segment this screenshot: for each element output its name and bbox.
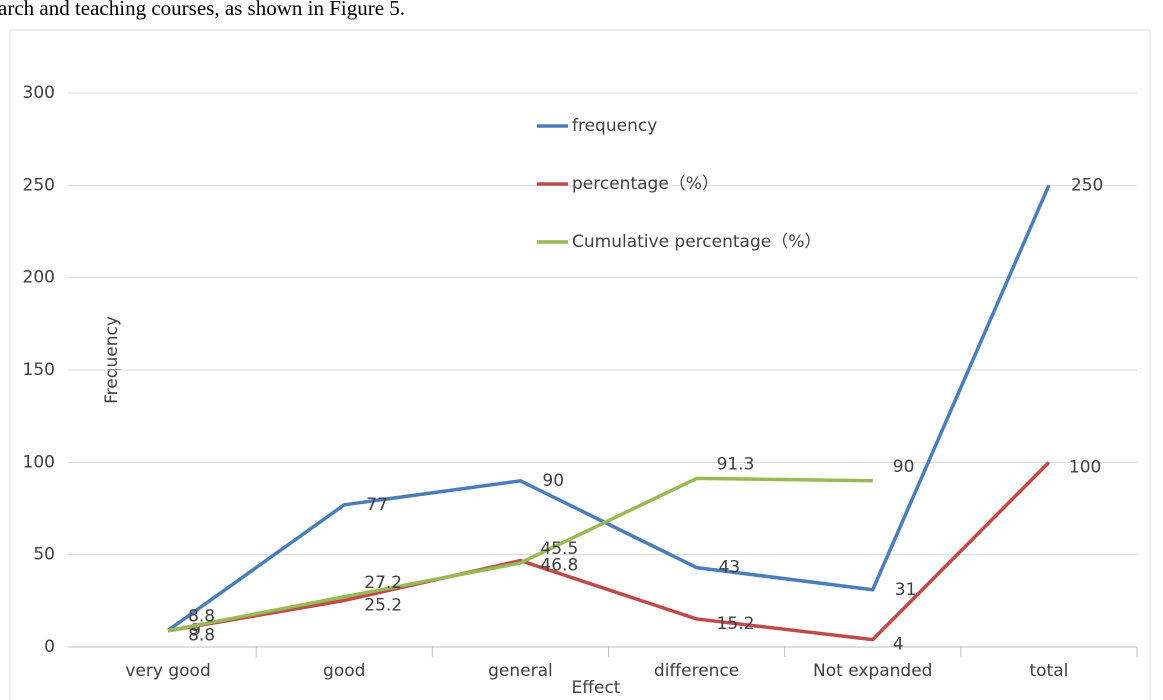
data-label: 8.8: [188, 626, 215, 646]
x-tick-label: Not expanded: [813, 661, 932, 681]
data-label: 27.2: [364, 573, 402, 593]
y-tick-label: 100: [23, 452, 55, 472]
y-axis-label: Frequency: [102, 316, 122, 404]
x-tick-label: good: [323, 661, 365, 681]
data-label: 46.8: [540, 556, 578, 576]
data-label: 45.5: [540, 539, 578, 559]
x-tick-label: very good: [125, 661, 210, 681]
data-label: 15.2: [717, 614, 755, 634]
legend-label: frequency: [572, 116, 657, 136]
series-line: [167, 184, 1051, 632]
data-label: 90: [542, 471, 564, 491]
x-tick-label: general: [488, 661, 553, 681]
x-tick-label: total: [1029, 661, 1068, 681]
context-text: arch and teaching courses, as shown in F…: [0, 0, 405, 20]
x-axis-label: Effect: [572, 678, 621, 698]
y-tick-label: 300: [23, 83, 55, 103]
data-label: 25.2: [364, 595, 402, 615]
data-label: 8.8: [188, 607, 215, 627]
data-label: 100: [1069, 457, 1101, 477]
y-tick-label: 250: [23, 175, 55, 195]
data-label: 90: [893, 457, 915, 477]
legend-label: Cumulative percentage（%）: [572, 232, 821, 252]
data-label: 4: [893, 635, 904, 655]
legend-label: percentage（%）: [572, 174, 719, 194]
series-line: [167, 461, 1051, 642]
y-tick-label: 0: [44, 637, 55, 657]
data-label: 91.3: [717, 454, 755, 474]
chart-border: [9, 29, 1151, 700]
y-tick-label: 200: [23, 268, 55, 288]
x-tick-label: difference: [654, 661, 739, 681]
data-label: 77: [366, 495, 388, 515]
data-label: 250: [1071, 175, 1103, 195]
data-label: 31: [895, 580, 917, 600]
data-label: 9: [190, 620, 201, 640]
y-tick-label: 150: [23, 360, 55, 380]
series-line: [167, 476, 873, 633]
y-tick-label: 50: [33, 545, 55, 565]
data-label: 43: [719, 558, 741, 578]
